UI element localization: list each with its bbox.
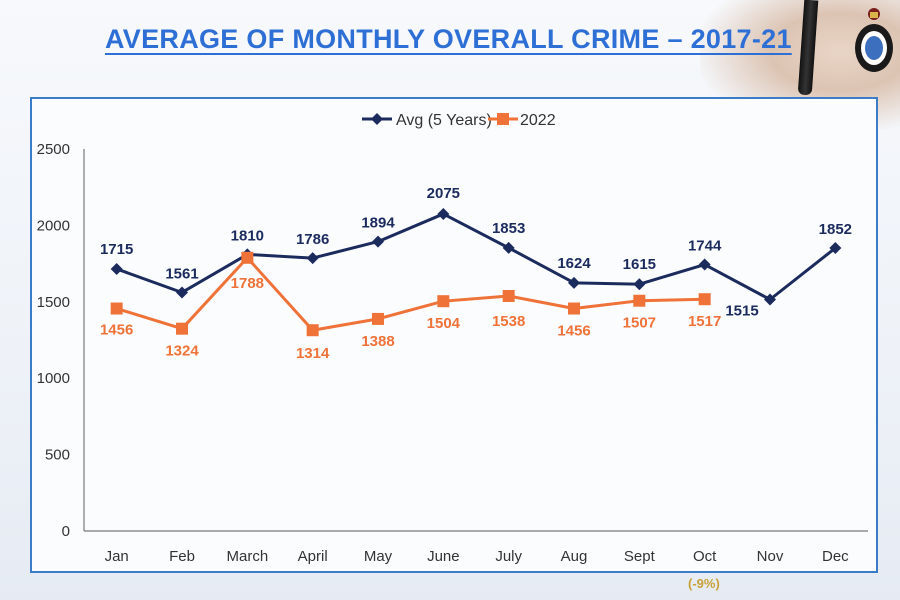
data-label: 1810 [231, 227, 264, 244]
y-tick-label: 2500 [37, 141, 70, 158]
x-tick-label: May [364, 548, 393, 565]
police-badge-icon [855, 8, 893, 72]
data-point [698, 258, 711, 271]
data-point [372, 312, 384, 325]
x-tick-label: Dec [822, 548, 849, 565]
y-tick-label: 500 [45, 447, 70, 464]
legend-label-2022: 2022 [520, 112, 556, 129]
data-label: 1853 [492, 220, 525, 237]
data-label: 1744 [688, 238, 722, 255]
data-label: 1456 [557, 323, 590, 340]
data-label: 1314 [296, 345, 330, 362]
data-point [306, 252, 319, 265]
x-tick-label: Nov [757, 548, 784, 565]
data-point [110, 262, 123, 275]
data-point [698, 293, 711, 306]
data-point [502, 241, 515, 254]
data-label: 1786 [296, 231, 329, 248]
x-tick-label: Feb [169, 548, 195, 565]
legend-marker-2022 [497, 113, 509, 125]
data-point [110, 302, 123, 315]
data-point [633, 278, 646, 291]
data-point [568, 276, 580, 289]
y-tick-label: 0 [62, 523, 70, 540]
data-label: 1515 [725, 303, 758, 320]
data-point [633, 294, 646, 307]
data-label: 1538 [492, 313, 525, 330]
data-point [306, 324, 319, 337]
data-label: 1624 [557, 255, 591, 272]
page-title: AVERAGE OF MONTHLY OVERALL CRIME – 2017-… [105, 24, 792, 54]
data-label: 1894 [361, 215, 395, 232]
data-point [176, 322, 188, 335]
data-point [176, 286, 188, 299]
legend-label-avg: Avg (5 Years) [396, 112, 492, 129]
x-tick-label: June [427, 548, 460, 565]
data-label: 1788 [231, 275, 264, 292]
data-label: 1388 [361, 333, 394, 350]
y-tick-label: 1000 [37, 370, 70, 387]
x-tick-label: Jan [105, 548, 129, 565]
x-tick-label: March [226, 548, 268, 565]
data-point [764, 293, 776, 306]
data-label: 1456 [100, 322, 133, 339]
x-tick-label: Sept [624, 548, 656, 565]
data-label: 1615 [623, 256, 656, 273]
data-label: 1852 [819, 221, 852, 238]
y-tick-label: 1500 [37, 294, 70, 311]
data-label: 1517 [688, 313, 721, 330]
data-point [241, 251, 254, 264]
chart-frame [30, 97, 878, 573]
data-point [437, 207, 450, 220]
y-tick-label: 2000 [37, 217, 70, 234]
legend-marker-avg [371, 113, 383, 125]
data-label: 1561 [165, 265, 198, 282]
data-point [568, 302, 580, 315]
data-label: 1507 [623, 315, 656, 332]
data-label: 2075 [427, 185, 460, 202]
data-label: 1715 [100, 241, 133, 258]
series-line [116, 256, 705, 332]
data-point [437, 295, 450, 308]
oct-change-note: (-9%) [688, 576, 720, 591]
series-line [116, 212, 837, 302]
data-label: 1504 [427, 315, 461, 332]
x-tick-label: July [495, 548, 522, 565]
data-label: 1324 [165, 343, 199, 360]
data-point [372, 235, 384, 248]
x-tick-label: Oct [693, 548, 717, 565]
data-point [829, 242, 842, 255]
x-tick-label: Aug [561, 548, 588, 565]
data-point [502, 289, 515, 302]
x-tick-label: April [298, 548, 328, 565]
